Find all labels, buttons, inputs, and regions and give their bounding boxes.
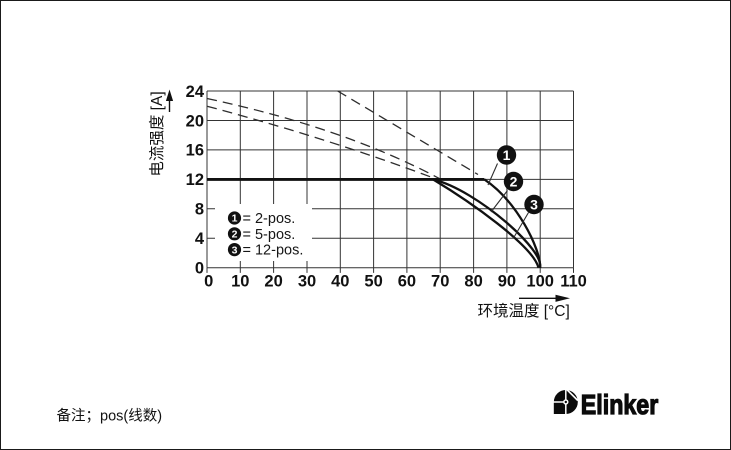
svg-text:Elinker: Elinker: [581, 390, 658, 420]
svg-text:80: 80: [464, 273, 482, 291]
svg-text:50: 50: [364, 273, 382, 291]
svg-text:环境温度 [°C]: 环境温度 [°C]: [477, 301, 569, 320]
svg-text:90: 90: [498, 273, 516, 291]
svg-text:1: 1: [232, 213, 238, 225]
svg-text:3: 3: [530, 197, 538, 213]
svg-text:3: 3: [232, 244, 238, 256]
svg-text:24: 24: [186, 83, 205, 101]
svg-text:4: 4: [195, 230, 205, 248]
svg-text:40: 40: [331, 273, 349, 291]
svg-text:100: 100: [526, 273, 554, 291]
svg-text:0: 0: [204, 273, 213, 291]
svg-text:60: 60: [398, 273, 416, 291]
svg-text:= 12-pos.: = 12-pos.: [243, 243, 304, 259]
svg-text:20: 20: [186, 112, 204, 130]
svg-text:2: 2: [510, 174, 518, 190]
svg-text:备注；pos(线数): 备注；pos(线数): [57, 408, 163, 425]
svg-text:70: 70: [431, 273, 449, 291]
svg-text:110: 110: [560, 273, 587, 291]
svg-text:0: 0: [195, 260, 204, 278]
svg-text:10: 10: [231, 273, 249, 291]
svg-text:16: 16: [186, 142, 204, 160]
svg-text:12: 12: [186, 171, 204, 189]
svg-text:30: 30: [298, 273, 316, 291]
svg-text:电流强度 [A]: 电流强度 [A]: [148, 91, 166, 176]
svg-text:= 5-pos.: = 5-pos.: [243, 227, 296, 243]
svg-text:2: 2: [232, 229, 238, 241]
svg-text:8: 8: [195, 201, 204, 219]
svg-text:1: 1: [503, 147, 511, 163]
svg-text:20: 20: [264, 273, 282, 291]
svg-text:= 2-pos.: = 2-pos.: [243, 211, 296, 227]
